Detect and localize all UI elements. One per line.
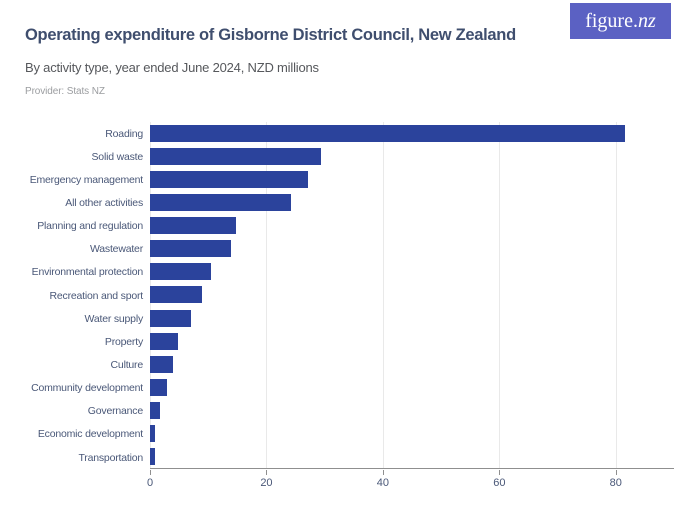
category-label: Emergency management [29,173,144,186]
bar-row [150,422,674,445]
bar-property [150,332,178,350]
bar-row [150,307,674,330]
x-tick-label: 0 [146,477,154,489]
x-tick-label: 20 [260,477,273,489]
x-tick-label: 60 [493,477,506,489]
gridline [266,122,268,468]
bar-chart: Roading Solid waste Emergency management Al… [0,122,700,502]
x-tick-mark [266,470,268,475]
bar-row [150,237,674,260]
category-label: Water supply [84,312,144,325]
bar-planning-and-regulation [150,217,236,235]
logo-text-main: figure. [585,9,638,32]
bar-wastewater [150,240,231,258]
x-tick-label: 40 [376,477,389,489]
gridline [615,122,617,468]
bar-roading [150,125,625,143]
category-label: Governance [87,405,143,418]
bar-row [150,214,674,237]
figure-nz-logo[interactable]: figure. nz [570,3,671,39]
category-label: Wastewater [89,243,143,256]
category-label: Roading [105,127,143,140]
x-axis: 0 20 40 60 80 [146,470,674,502]
gridline [382,122,384,468]
bar-emergency-management [150,171,308,189]
category-labels: Roading Solid waste Emergency management Al… [0,122,144,469]
bar-row [150,145,674,168]
chart-title: Operating expenditure of Gisborne Distri… [25,26,516,44]
bar-row [150,122,674,145]
provider-credit: Provider: Stats NZ [25,86,105,97]
bar-environmental-protection [150,263,211,281]
bar-row [150,330,674,353]
bar-row [150,260,674,283]
category-label: Recreation and sport [49,289,144,302]
bar-row [150,353,674,376]
category-label: Transportation [78,451,143,464]
bar-governance [150,401,161,419]
logo-text-suffix: nz [637,9,656,32]
category-label: Economic development [37,428,143,441]
bar-row [150,168,674,191]
bar-culture [150,355,174,373]
bar-all-other-activities [150,194,291,212]
category-label: Community development [31,382,143,395]
x-tick-mark [615,470,617,475]
category-label: Solid waste [91,150,144,163]
x-tick-mark [150,470,151,475]
bar-community-development [150,378,168,396]
gridline [499,122,501,468]
category-label: All other activities [65,196,143,209]
bar-transportation [150,447,155,465]
x-tick-mark [382,470,384,475]
plot-area [150,122,674,469]
chart-subtitle: By activity type, year ended June 2024, … [25,60,319,75]
bar-row [150,283,674,306]
bar-economic-development [150,424,156,442]
bar-solid-waste [150,148,322,166]
x-tick-mark [499,470,501,475]
category-label: Property [104,335,143,348]
bar-water-supply [150,309,192,327]
category-label: Planning and regulation [37,220,143,233]
bar-recreation-and-sport [150,286,202,304]
category-label: Culture [110,358,144,371]
x-tick-label: 80 [609,477,622,489]
bar-row [150,191,674,214]
bar-row [150,445,674,468]
bar-row [150,399,674,422]
bar-rows [150,122,674,468]
category-label: Environmental protection [31,266,144,279]
bar-row [150,376,674,399]
